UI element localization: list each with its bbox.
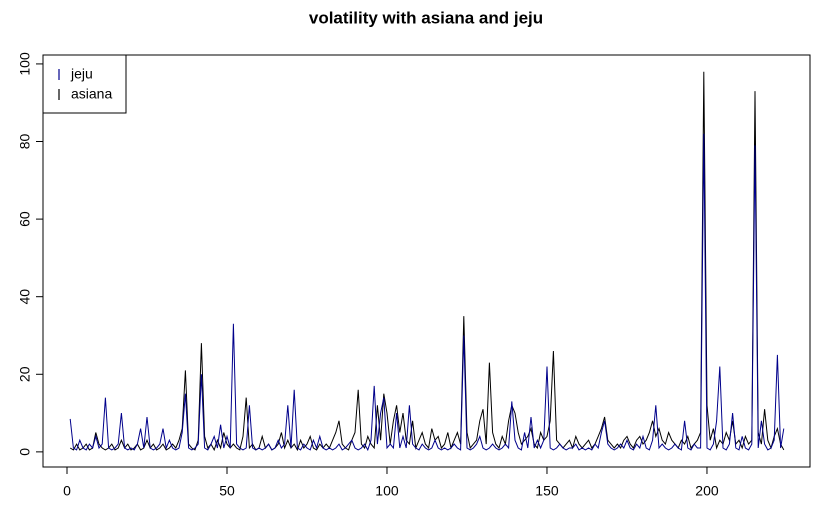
y-tick-label: 20 [17, 366, 33, 382]
chart-title: volatility with asiana and jeju [309, 8, 543, 27]
legend-box [42, 54, 127, 114]
x-tick-label: 0 [63, 483, 71, 499]
y-tick-label: 40 [17, 289, 33, 305]
y-tick-label: 60 [17, 211, 33, 227]
legend-label: jeju [70, 66, 93, 82]
y-tick-label: 80 [17, 134, 33, 150]
series-line [69, 133, 785, 452]
x-tick-label: 200 [695, 483, 719, 499]
x-tick-label: 100 [375, 483, 399, 499]
legend-label: asiana [71, 86, 112, 102]
x-tick-label: 50 [219, 483, 235, 499]
plot-box [42, 54, 811, 468]
series-line [69, 71, 785, 452]
y-tick-label: 0 [17, 448, 33, 456]
y-tick-label: 100 [17, 52, 33, 76]
x-tick-label: 150 [535, 483, 559, 499]
